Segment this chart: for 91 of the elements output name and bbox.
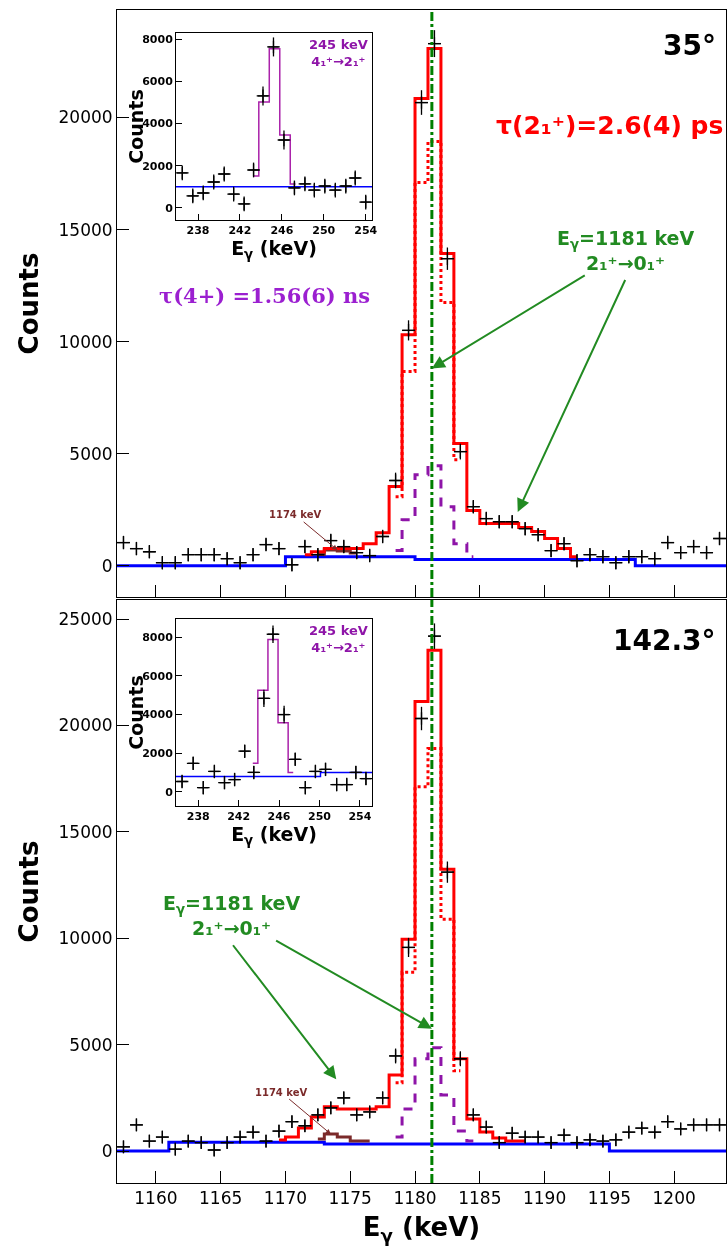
x-tick-label: 1180 — [393, 1188, 437, 1209]
annotation: 245 keV 4₁⁺→2₁⁺ — [309, 623, 368, 655]
point — [256, 691, 271, 706]
point — [388, 1049, 403, 1063]
y-tick-label: 25000 — [58, 609, 113, 630]
point — [207, 764, 222, 779]
point — [440, 865, 455, 880]
point — [288, 752, 303, 767]
x-axis-title: E$_{γ}$ (keV) — [362, 1212, 481, 1246]
point — [196, 780, 211, 795]
y-tick-label: 0 — [101, 555, 113, 576]
x-tick-label: 1200 — [652, 1188, 696, 1209]
point — [401, 940, 416, 955]
point — [388, 473, 403, 488]
point — [277, 707, 292, 722]
point — [226, 187, 241, 201]
y-tick-label: 0 — [165, 785, 174, 799]
x-tick-label: 238 — [186, 810, 210, 824]
x-tick-label: 1160 — [134, 1188, 178, 1209]
y-tick-label: 20000 — [58, 715, 113, 736]
y-tick-label: 0 — [101, 1141, 113, 1162]
x-tick-label: 246 — [270, 224, 294, 238]
x-tick-label: 1190 — [522, 1188, 567, 1209]
point — [176, 165, 190, 180]
x-tick-label: 242 — [228, 224, 252, 238]
point — [237, 197, 252, 211]
x-tick-label: 1185 — [458, 1188, 502, 1209]
point — [206, 175, 221, 189]
point — [453, 1051, 468, 1066]
point — [427, 36, 442, 51]
x-tick-label: 1195 — [587, 1188, 632, 1209]
point — [277, 133, 291, 147]
point — [298, 780, 313, 795]
annotation: 35° — [663, 29, 716, 62]
annotation: 245 keV 4₁⁺→2₁⁺ — [309, 37, 368, 69]
annotation: E$_{γ}$=1181 keV 2₁⁺→0₁⁺ — [163, 892, 301, 939]
y-tick-label: 5000 — [69, 443, 113, 464]
x-tick-label: 242 — [227, 810, 251, 824]
y-axis-title: Counts — [13, 252, 44, 355]
x-tick-label: 254 — [354, 224, 378, 238]
point — [287, 180, 302, 195]
annotation: E$_{γ}$=1181 keV 2₁⁺→0₁⁺ — [557, 227, 695, 274]
point — [440, 251, 455, 266]
point — [317, 179, 332, 193]
point — [414, 711, 429, 726]
x-tick-label: 250 — [307, 810, 332, 824]
y-tick-label: 20000 — [58, 107, 113, 128]
point — [401, 323, 416, 338]
point — [237, 744, 252, 759]
point — [186, 756, 201, 771]
point — [266, 627, 280, 642]
x-tick-label: 254 — [348, 810, 372, 824]
y-tick-label: 0 — [165, 201, 174, 215]
point — [266, 39, 281, 54]
x-axis-title: E$_{γ}$ (keV) — [231, 237, 317, 263]
point — [348, 765, 363, 780]
point — [246, 163, 261, 177]
point — [217, 167, 232, 181]
x-tick-label: 1165 — [199, 1188, 243, 1209]
annotation: τ(2₁⁺)=2.6(4) ps — [496, 111, 724, 140]
x-tick-label: 1175 — [328, 1188, 372, 1209]
y-tick-label: 8000 — [142, 32, 174, 46]
y-tick-label: 15000 — [58, 821, 113, 842]
annotation: τ(4+) =1.56(6) ns — [159, 283, 371, 308]
point — [358, 771, 372, 786]
y-tick-label: 6000 — [142, 669, 174, 683]
y-tick-label: 4000 — [142, 708, 174, 722]
x-tick-label: 1170 — [263, 1188, 308, 1209]
annotation: 1174 keV — [255, 1087, 308, 1098]
point — [256, 88, 270, 103]
point — [427, 629, 442, 644]
point — [246, 765, 261, 780]
y-tick-label: 2000 — [142, 159, 174, 173]
y-tick-label: 10000 — [58, 331, 113, 352]
annotation: 1174 keV — [269, 509, 322, 520]
annotation: 142.3° — [613, 624, 716, 657]
y-tick-label: 5000 — [69, 1034, 113, 1055]
y-tick-label: 10000 — [58, 928, 113, 949]
y-tick-label: 15000 — [58, 219, 113, 240]
y-tick-label: 8000 — [142, 631, 174, 645]
x-tick-label: 250 — [312, 224, 336, 238]
point — [328, 183, 343, 197]
y-tick-label: 6000 — [142, 75, 174, 89]
y-axis-title: Counts — [13, 840, 44, 943]
y-tick-label: 2000 — [142, 746, 174, 760]
x-tick-label: 246 — [267, 810, 291, 824]
x-axis-title: E$_{γ}$ (keV) — [231, 823, 317, 849]
point — [358, 195, 372, 210]
x-tick-label: 238 — [186, 224, 210, 238]
y-tick-label: 4000 — [142, 117, 174, 131]
point — [414, 95, 429, 110]
